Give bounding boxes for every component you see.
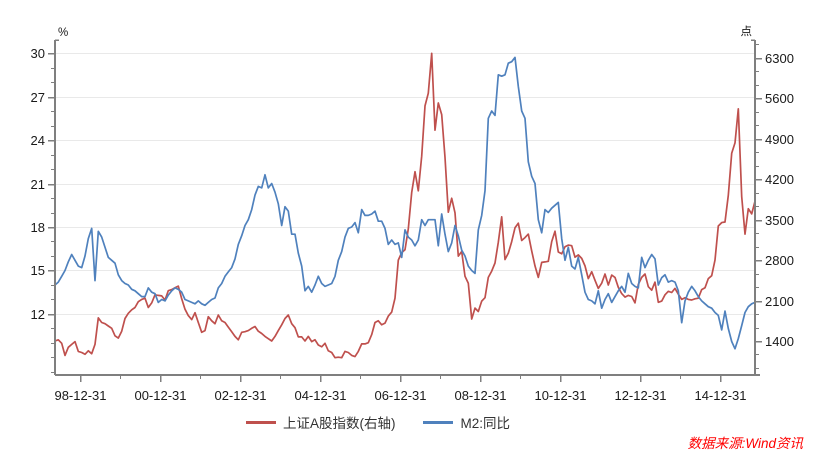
legend-swatch-index <box>245 420 276 424</box>
x-axis-tick-label: 12-12-31 <box>614 388 666 403</box>
legend-label-index: 上证A股指数(右轴) <box>282 416 396 431</box>
chart-legend: 上证A股指数(右轴) M2:同比 <box>0 412 786 432</box>
legend-label-m2: M2:同比 <box>460 416 510 431</box>
left-axis-tick-label: 30 <box>31 46 45 61</box>
x-axis-tick-label: 14-12-31 <box>694 388 746 403</box>
data-source-watermark: 数据来源:Wind资讯 <box>687 436 803 451</box>
x-axis-tick-label: 00-12-31 <box>134 388 186 403</box>
series-line-m2 <box>54 56 756 350</box>
x-axis-tick-label: 98-12-31 <box>54 388 106 403</box>
left-axis-tick-label: 18 <box>31 220 45 235</box>
right-axis-tick-label: 3500 <box>765 213 794 228</box>
legend-swatch-m2 <box>423 420 454 424</box>
x-axis-tick-label: 08-12-31 <box>454 388 506 403</box>
left-axis-tick-label: 24 <box>31 133 45 148</box>
right-axis-tick-label: 4900 <box>765 132 794 147</box>
left-axis-tick-label: 15 <box>31 263 45 278</box>
left-axis-tick-label: 12 <box>31 307 45 322</box>
right-axis-unit-label: 点 <box>741 25 753 38</box>
right-axis-tick-label: 5600 <box>765 91 794 106</box>
x-axis-tick-label: 06-12-31 <box>374 388 426 403</box>
legend-item-index: 上证A股指数(右轴) <box>245 412 396 432</box>
right-axis-tick-label: 6300 <box>765 51 794 66</box>
right-axis-tick-label: 2100 <box>765 294 794 309</box>
right-axis-tick-label: 1400 <box>765 334 794 349</box>
series-line-index <box>54 52 756 359</box>
legend-item-m2: M2:同比 <box>423 412 510 432</box>
left-axis-unit-label: % <box>58 27 68 39</box>
x-axis-tick-label: 04-12-31 <box>294 388 346 403</box>
right-axis-tick-label: 4200 <box>765 172 794 187</box>
x-axis-tick-label: 10-12-31 <box>534 388 586 403</box>
left-axis-tick-label: 21 <box>31 177 45 192</box>
x-axis-tick-label: 02-12-31 <box>214 388 266 403</box>
right-axis-tick-label: 2800 <box>765 253 794 268</box>
left-axis-tick-label: 27 <box>31 90 45 105</box>
